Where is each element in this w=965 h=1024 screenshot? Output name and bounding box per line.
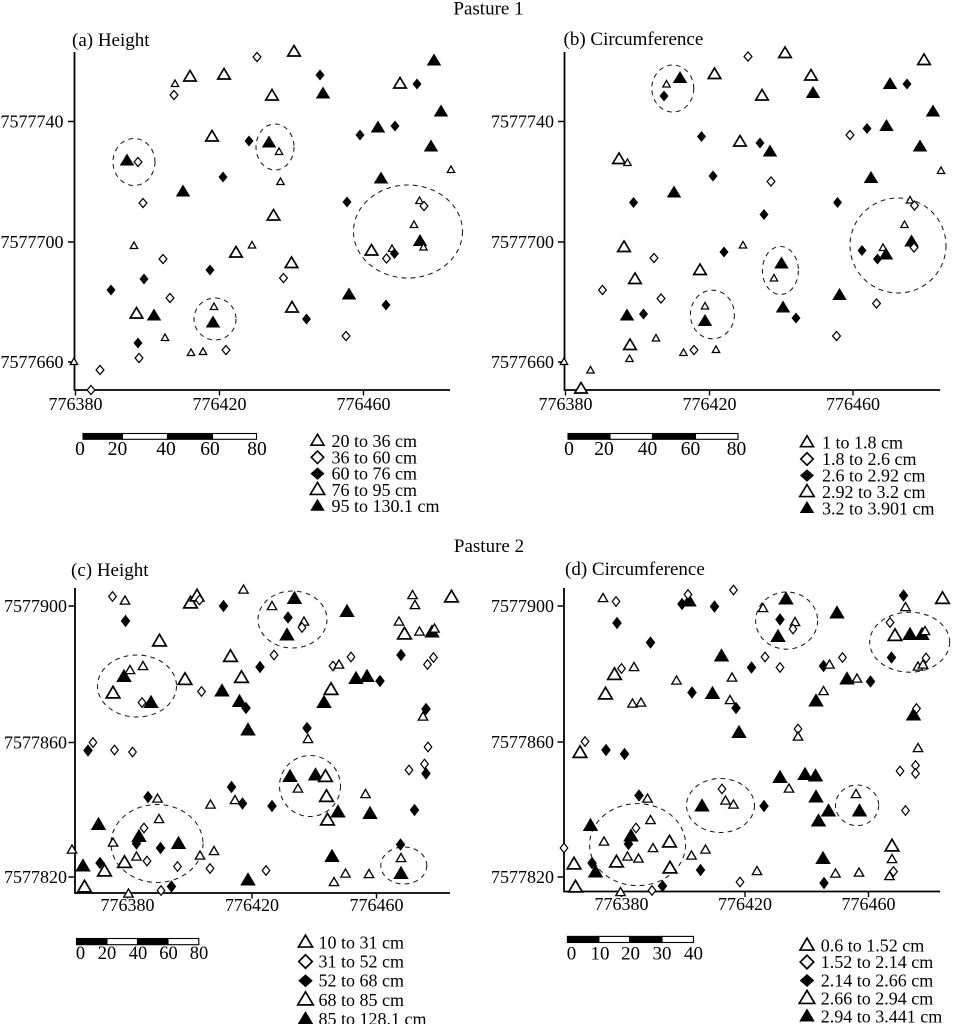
svg-text:0: 0 (564, 439, 574, 460)
svg-text:2.66 to 2.94 cm: 2.66 to 2.94 cm (821, 989, 934, 1009)
svg-text:7577660: 7577660 (491, 352, 554, 372)
svg-text:7577700: 7577700 (1, 232, 64, 252)
svg-text:776380: 776380 (49, 394, 103, 414)
svg-text:7577740: 7577740 (491, 112, 554, 132)
svg-text:60: 60 (159, 944, 178, 964)
svg-text:31 to 52 cm: 31 to 52 cm (319, 952, 405, 972)
svg-text:76 to 95 cm: 76 to 95 cm (332, 480, 418, 500)
svg-text:0: 0 (567, 944, 577, 965)
svg-text:1.8 to 2.6 cm: 1.8 to 2.6 cm (822, 449, 917, 469)
svg-text:7577660: 7577660 (1, 352, 64, 372)
svg-text:776380: 776380 (595, 894, 649, 914)
svg-text:7577740: 7577740 (1, 112, 64, 132)
svg-text:776420: 776420 (718, 894, 772, 914)
svg-text:36 to 60 cm: 36 to 60 cm (332, 447, 418, 467)
svg-text:40: 40 (129, 944, 148, 964)
svg-text:7577900: 7577900 (4, 596, 67, 616)
svg-text:80: 80 (727, 439, 747, 460)
svg-text:7577900: 7577900 (491, 596, 554, 616)
svg-text:7577820: 7577820 (491, 867, 554, 887)
svg-text:776420: 776420 (683, 394, 737, 414)
svg-text:776420: 776420 (193, 394, 247, 414)
svg-text:7577860: 7577860 (491, 732, 554, 752)
svg-text:Pasture 2: Pasture 2 (454, 536, 524, 557)
svg-text:1.52 to 2.14 cm: 1.52 to 2.14 cm (821, 952, 934, 972)
svg-text:10 to 31 cm: 10 to 31 cm (319, 933, 405, 953)
svg-text:(d) Circumference: (d) Circumference (565, 559, 705, 580)
svg-text:20: 20 (594, 439, 614, 460)
svg-text:80: 80 (190, 944, 209, 964)
svg-text:60: 60 (200, 439, 220, 460)
svg-text:7577820: 7577820 (4, 867, 67, 887)
svg-text:85 to 128.1 cm: 85 to 128.1 cm (319, 1009, 427, 1024)
svg-text:2.94 to 3.441 cm: 2.94 to 3.441 cm (821, 1007, 943, 1024)
svg-text:80: 80 (247, 439, 267, 460)
svg-text:10: 10 (591, 944, 610, 965)
svg-text:20: 20 (108, 439, 128, 460)
svg-text:60: 60 (681, 439, 701, 460)
svg-text:776420: 776420 (225, 895, 279, 915)
svg-text:40: 40 (684, 944, 703, 965)
svg-text:776460: 776460 (350, 895, 404, 915)
svg-text:30: 30 (653, 944, 672, 965)
svg-text:0.6 to 1.52 cm: 0.6 to 1.52 cm (821, 936, 925, 956)
svg-text:776380: 776380 (539, 394, 593, 414)
svg-text:7577860: 7577860 (4, 733, 67, 753)
svg-text:7577700: 7577700 (491, 232, 554, 252)
svg-text:60 to 76 cm: 60 to 76 cm (332, 464, 418, 484)
svg-text:40: 40 (638, 439, 658, 460)
svg-text:3.2 to 3.901 cm: 3.2 to 3.901 cm (822, 499, 935, 519)
svg-text:776460: 776460 (826, 394, 880, 414)
svg-text:20: 20 (621, 944, 640, 965)
svg-text:2.92 to 3.2 cm: 2.92 to 3.2 cm (822, 482, 926, 502)
svg-text:1 to 1.8 cm: 1 to 1.8 cm (822, 433, 903, 453)
svg-text:(a) Height: (a) Height (72, 30, 150, 51)
svg-text:68 to 85 cm: 68 to 85 cm (319, 990, 405, 1010)
svg-text:(c) Height: (c) Height (71, 560, 149, 581)
svg-text:95 to 130.1 cm: 95 to 130.1 cm (332, 496, 440, 516)
svg-text:0: 0 (75, 439, 85, 460)
svg-text:776460: 776460 (842, 894, 896, 914)
svg-text:40: 40 (156, 439, 176, 460)
svg-text:776380: 776380 (101, 895, 155, 915)
svg-text:52 to 68 cm: 52 to 68 cm (319, 971, 405, 991)
svg-text:20 to 36 cm: 20 to 36 cm (332, 431, 418, 451)
svg-text:2.6 to 2.92 cm: 2.6 to 2.92 cm (822, 466, 926, 486)
svg-text:0: 0 (76, 944, 85, 964)
svg-text:2.14 to 2.66 cm: 2.14 to 2.66 cm (821, 971, 934, 991)
svg-text:776460: 776460 (337, 394, 391, 414)
svg-text:(b) Circumference: (b) Circumference (564, 29, 704, 50)
svg-text:20: 20 (98, 944, 117, 964)
svg-text:Pasture 1: Pasture 1 (453, 0, 523, 20)
